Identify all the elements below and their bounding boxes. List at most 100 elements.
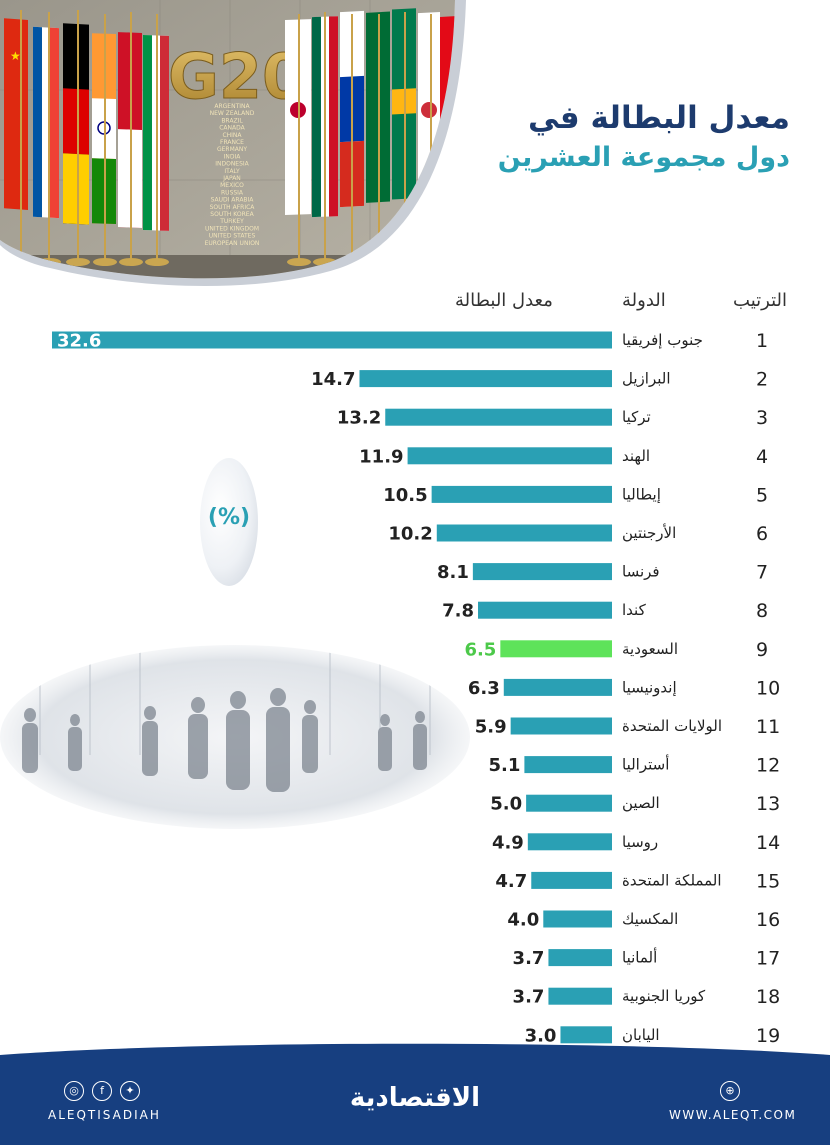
- rank-label: 8: [756, 600, 768, 622]
- rank-label: 19: [756, 1025, 780, 1047]
- publication-logo[interactable]: الاقتصادية: [349, 1083, 481, 1113]
- rank-label: 1: [756, 330, 768, 352]
- rank-label: 10: [756, 677, 780, 699]
- bar: [500, 640, 612, 658]
- rank-label: 17: [756, 948, 780, 970]
- g20-sign-country: TURKEY: [219, 218, 244, 225]
- rank-label: 9: [756, 639, 768, 661]
- g20-sign-country: SAUDI ARABIA: [211, 197, 255, 204]
- bar: [436, 524, 612, 542]
- bar-value-label: 7.8: [442, 601, 474, 622]
- bar-value-label: 3.7: [513, 948, 545, 969]
- unemployment-bar-chart: 32.6 جنوب إفريقيا 114.7 البرازيل 213.2 تركيا 3…: [52, 330, 780, 1047]
- rank-label: 5: [756, 484, 768, 506]
- crowd-photo: [0, 645, 470, 829]
- g20-sign-country: CHINA: [222, 132, 242, 139]
- rank-label: 12: [756, 755, 780, 777]
- country-label: الهند: [622, 447, 650, 465]
- country-label: الولايات المتحدة: [622, 717, 722, 735]
- bar: [431, 485, 612, 503]
- bar-value-label: 5.1: [489, 755, 521, 776]
- country-label: ألمانيا: [622, 948, 657, 967]
- bar-value-label: 3.7: [513, 987, 545, 1008]
- unit-label: (%): [207, 505, 251, 530]
- g20-sign-country: JAPAN: [222, 175, 241, 182]
- bar: [359, 370, 612, 388]
- country-label: إندونيسيا: [622, 678, 677, 696]
- country-label: الصين: [622, 794, 660, 812]
- bar-value-label: 14.7: [311, 369, 355, 390]
- rank-label: 2: [756, 369, 768, 391]
- rank-label: 7: [756, 562, 768, 584]
- g20-sign-country: MEXICO: [220, 182, 244, 189]
- country-label: فرنسا: [622, 563, 660, 581]
- bar-value-label: 4.7: [495, 871, 527, 892]
- g20-sign-country: INDIA: [224, 153, 242, 160]
- bar: [472, 563, 612, 581]
- bar: [503, 678, 612, 696]
- bar: [510, 717, 612, 735]
- g20-sign-country: SOUTH KOREA: [210, 211, 254, 218]
- country-label: اليابان: [622, 1026, 660, 1044]
- bar-value-label: 13.2: [337, 408, 381, 429]
- globe-icon[interactable]: ⊕: [720, 1081, 740, 1101]
- rank-label: 14: [756, 832, 780, 854]
- bar: [407, 447, 612, 465]
- rank-label: 6: [756, 523, 768, 545]
- rank-label: 3: [756, 407, 768, 429]
- country-label: المملكة المتحدة: [622, 871, 722, 889]
- bar: [543, 910, 612, 928]
- bar: [478, 601, 612, 619]
- social-handle[interactable]: ALEQTISADIAH: [48, 1108, 161, 1122]
- rank-label: 16: [756, 909, 780, 931]
- country-label: البرازيل: [622, 370, 671, 388]
- rank-label: 4: [756, 446, 768, 468]
- bar: [548, 987, 612, 1005]
- bar-value-label: 5.9: [475, 717, 507, 738]
- g20-sign-country: EUROPEAN UNION: [205, 240, 260, 247]
- rank-label: 18: [756, 986, 780, 1008]
- facebook-icon[interactable]: f: [92, 1081, 112, 1101]
- twitter-icon[interactable]: ✦: [120, 1081, 140, 1101]
- country-label: الأرجنتين: [622, 523, 676, 542]
- instagram-icon[interactable]: ◎: [64, 1081, 84, 1101]
- bar-value-label: 11.9: [359, 446, 403, 467]
- g20-sign-country: ITALY: [224, 168, 240, 175]
- bar: [560, 1026, 612, 1044]
- bar: [548, 949, 612, 967]
- country-label: السعودية: [622, 640, 678, 658]
- g20-sign-country: CANADA: [219, 125, 245, 132]
- g20-sign-country: SOUTH AFRICA: [210, 204, 256, 211]
- g20-sign-country: UNITED KINGDOM: [205, 225, 259, 232]
- bar: [524, 756, 612, 774]
- g20-sign-country: FRANCE: [220, 139, 244, 146]
- bar: [526, 794, 612, 812]
- website-link[interactable]: WWW.ALEQT.COM: [669, 1108, 797, 1122]
- g20-sign-country: GERMANY: [217, 146, 247, 153]
- bar: [527, 833, 612, 851]
- title-line-1: معدل البطالة في: [528, 100, 790, 136]
- country-label: كندا: [622, 601, 647, 619]
- country-label: جنوب إفريقيا: [622, 331, 703, 349]
- header-rank: الترتيب: [733, 290, 787, 311]
- g20-sign-country: NEW ZEALAND: [210, 110, 255, 117]
- rank-label: 11: [756, 716, 780, 738]
- g20-sign-country: INDONESIA: [215, 161, 249, 168]
- bar: [531, 871, 612, 889]
- bar-value-label: 3.0: [525, 1025, 557, 1046]
- country-label: روسيا: [622, 833, 658, 851]
- bar-value-label: 5.0: [490, 794, 522, 815]
- g20-sign-country: ARGENTINA: [214, 103, 250, 110]
- rank-label: 15: [756, 870, 780, 892]
- unit-badge: [200, 458, 258, 586]
- svg-text:★: ★: [10, 49, 21, 63]
- header-rate: معدل البطالة: [455, 290, 553, 311]
- title-line-2: دول مجموعة العشرين: [497, 142, 790, 173]
- bar-value-label: 4.9: [492, 832, 524, 853]
- country-label: إيطاليا: [622, 485, 661, 503]
- bar-value-label: 4.0: [507, 910, 539, 931]
- bar-value-label: 6.3: [468, 678, 500, 699]
- rank-label: 13: [756, 793, 780, 815]
